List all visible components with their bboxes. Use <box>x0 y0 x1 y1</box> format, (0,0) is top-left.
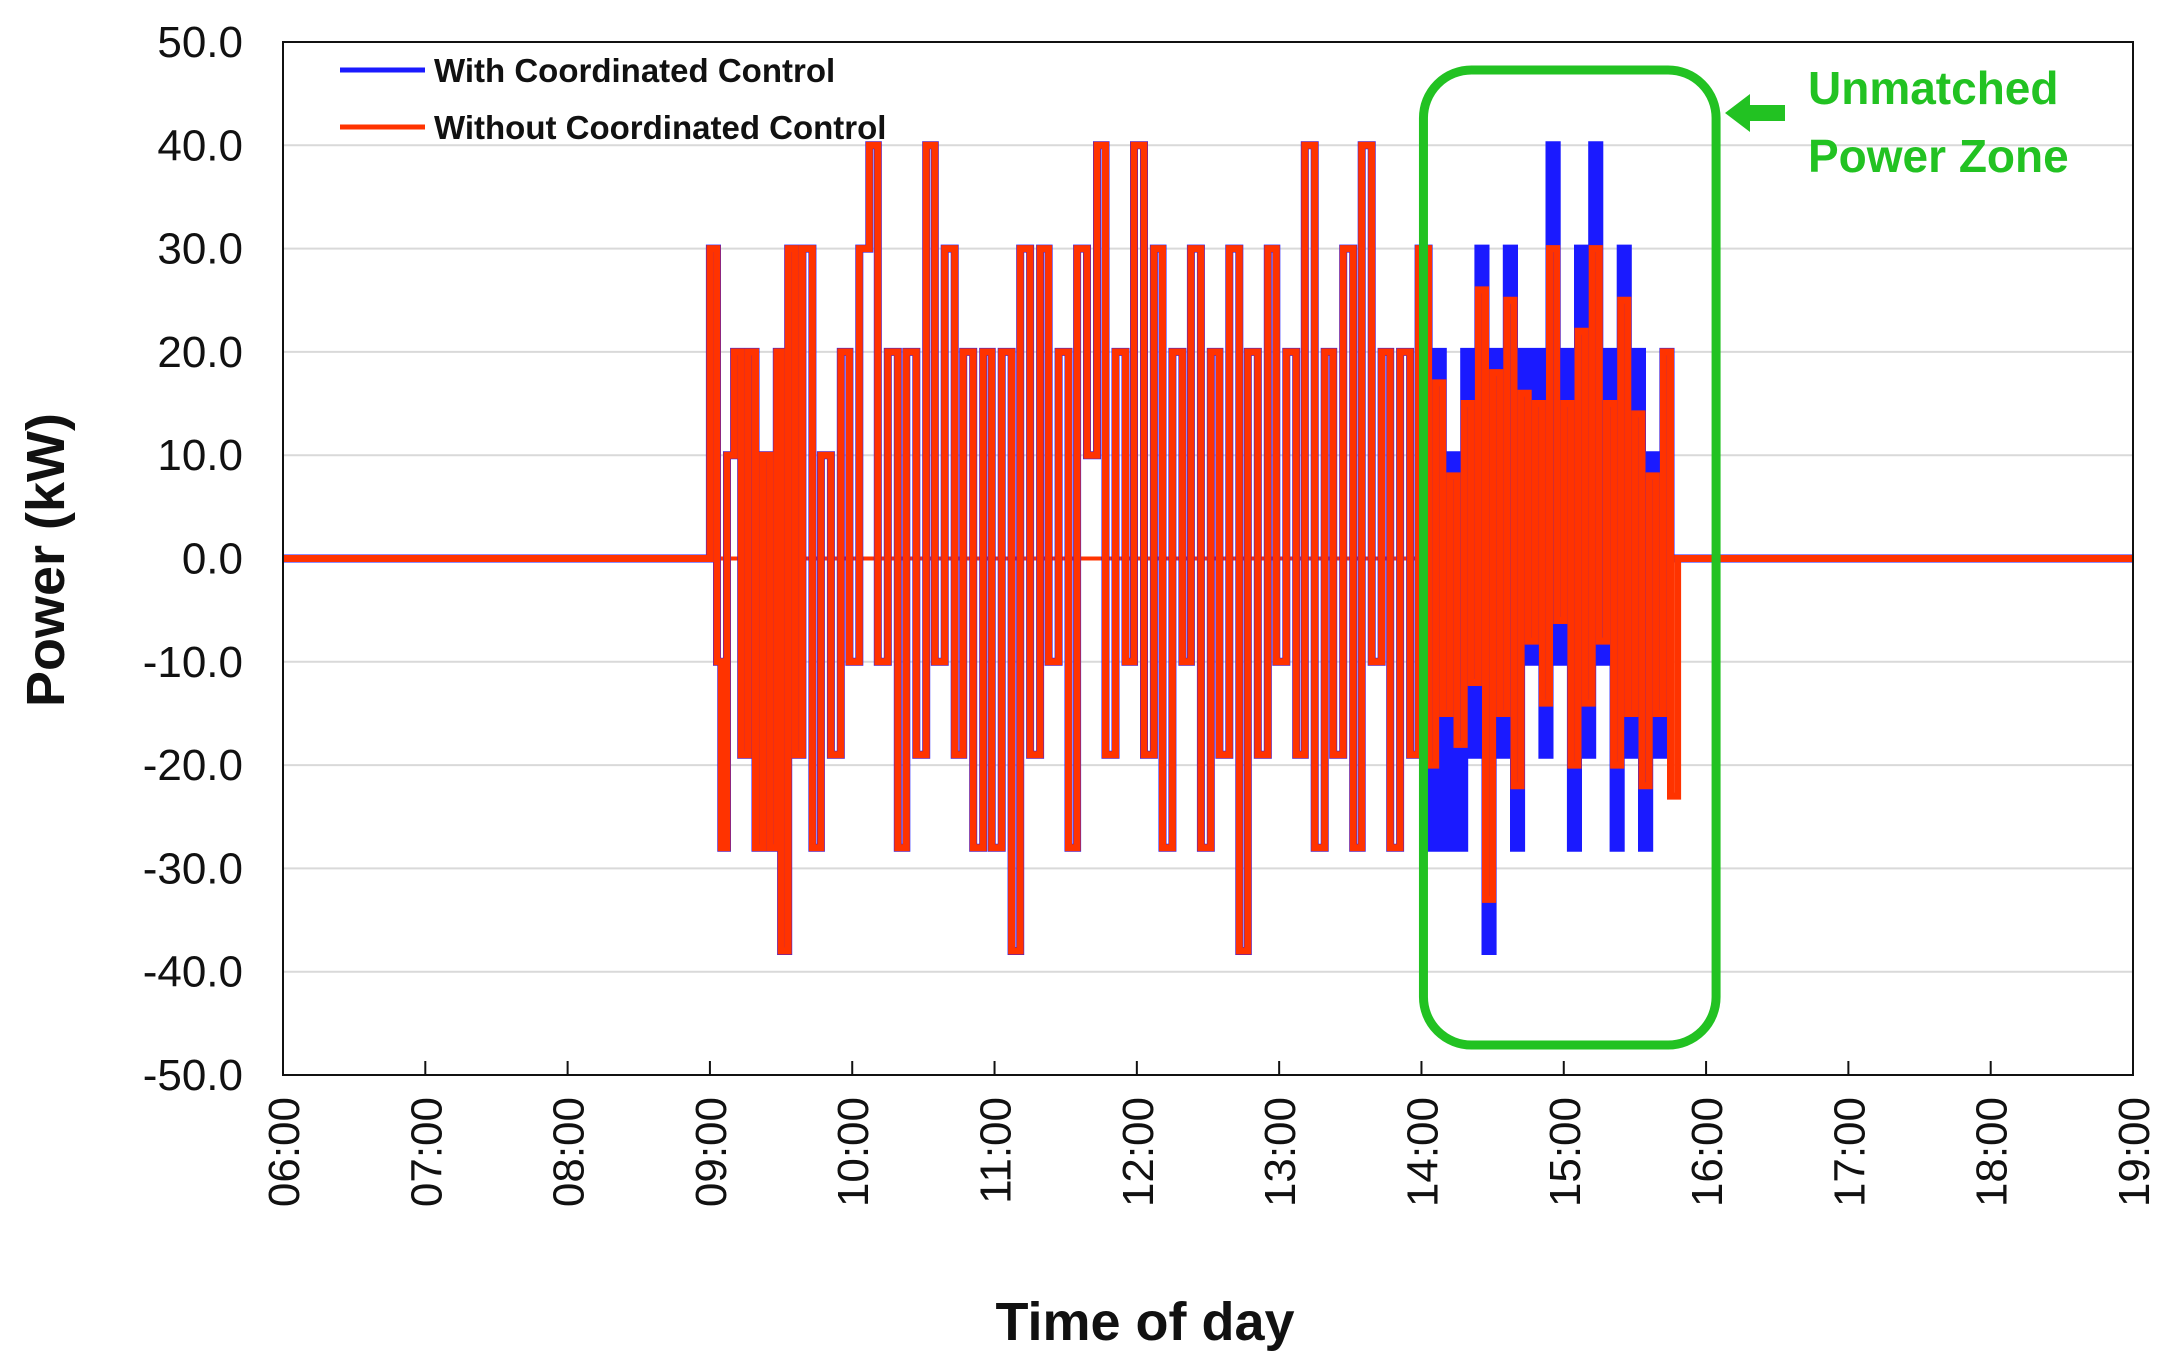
series-layer <box>283 141 2133 955</box>
unmatched-zone-box <box>1418 65 1721 1050</box>
y-tick-label: 10.0 <box>157 431 243 480</box>
y-tick-label: -20.0 <box>143 741 243 790</box>
legend: With Coordinated Control Without Coordin… <box>340 52 886 146</box>
legend-label-with: With Coordinated Control <box>434 52 835 89</box>
y-tick-labels: 50.0 40.0 30.0 20.0 10.0 0.0 -10.0 -20.0 -30.0 -4… <box>143 18 243 1100</box>
x-tick-label: 06:00 <box>260 1097 309 1207</box>
x-tick-label: 19:00 <box>2110 1097 2159 1207</box>
x-tick-labels: 06:00 07:00 08:00 09:00 10:00 11:00 12:00 13:00… <box>260 1097 2159 1207</box>
y-tick-label: -50.0 <box>143 1051 243 1100</box>
x-tick-label: 08:00 <box>545 1097 594 1207</box>
x-tick-label: 17:00 <box>1825 1097 1874 1207</box>
x-tick-label: 12:00 <box>1114 1097 1163 1207</box>
legend-label-without: Without Coordinated Control <box>434 109 886 146</box>
y-tick-label: -10.0 <box>143 638 243 687</box>
annotation-line-2: Power Zone <box>1808 130 2069 182</box>
x-tick-label: 07:00 <box>402 1097 451 1207</box>
x-tick-marks <box>282 1061 2134 1075</box>
x-tick-label: 09:00 <box>687 1097 736 1207</box>
y-tick-label: -30.0 <box>143 844 243 893</box>
plot-area-frame <box>282 41 2134 1076</box>
x-tick-label: 15:00 <box>1541 1097 1590 1207</box>
annotation-line-1: Unmatched <box>1808 62 2058 114</box>
x-tick-label: 11:00 <box>972 1097 1021 1204</box>
y-tick-label: 30.0 <box>157 225 243 274</box>
left-arrow-icon <box>1725 94 1785 132</box>
x-tick-label: 14:00 <box>1398 1097 1447 1207</box>
x-tick-label: 10:00 <box>829 1097 878 1207</box>
x-tick-label: 13:00 <box>1256 1097 1305 1207</box>
x-tick-label: 18:00 <box>1968 1097 2017 1207</box>
y-axis-title: Power (kW) <box>16 413 76 707</box>
x-axis-title: Time of day <box>995 1292 1294 1352</box>
y-tick-label: 0.0 <box>182 535 243 584</box>
y-tick-label: 20.0 <box>157 328 243 377</box>
x-tick-label: 16:00 <box>1683 1097 1732 1207</box>
y-tick-label: -40.0 <box>143 948 243 997</box>
series-line-without <box>283 141 2133 955</box>
unmatched-zone-annotation: Unmatched Power Zone <box>1418 62 2069 1050</box>
y-tick-label: 50.0 <box>157 18 243 67</box>
y-tick-label: 40.0 <box>157 121 243 170</box>
